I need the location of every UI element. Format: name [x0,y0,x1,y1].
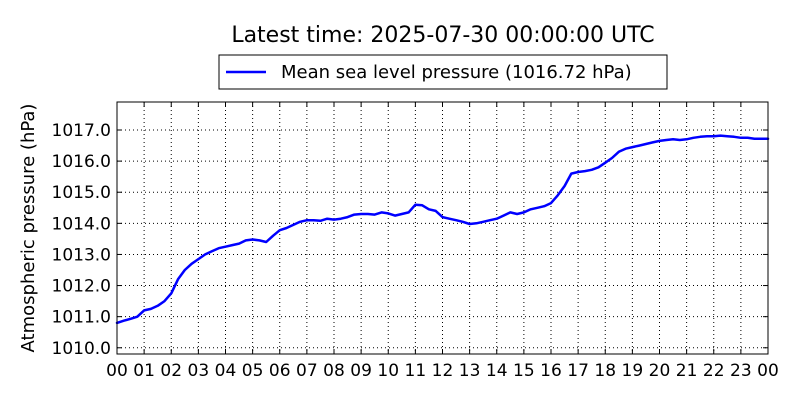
y-tick-label: 1014.0 [52,214,111,234]
pressure-series-line [115,134,770,325]
series-layer [115,134,770,325]
x-tick-label: 12 [432,361,454,381]
y-tick-label: 1017.0 [52,121,111,141]
legend: Mean sea level pressure (1016.72 hPa) [218,54,668,90]
y-tick-label: 1012.0 [52,277,111,297]
x-tick-label: 08 [323,361,345,381]
grid [117,102,768,354]
x-tick-label: 16 [540,361,562,381]
y-tick-label: 1016.0 [52,152,111,172]
ticks: 00 01 02 03 04 05 06 07 08 09 10 11 12 13 14 15 16 17 18 19… [52,102,779,381]
x-tick-label: 15 [513,361,535,381]
x-tick-label: 20 [649,361,671,381]
x-tick-label: 03 [188,361,210,381]
y-tick-label: 1015.0 [52,183,111,203]
x-tick-label: 18 [594,361,616,381]
x-tick-label: 21 [676,361,698,381]
x-tick-label: 11 [405,361,427,381]
x-tick-label: 00 [106,361,128,381]
x-tick-label: 06 [269,361,291,381]
x-tick-label: 14 [486,361,508,381]
x-tick-label: 00 [757,361,779,381]
y-axis-label: Atmospheric pressure (hPa) [18,104,39,353]
x-tick-label: 02 [160,361,182,381]
x-tick-label: 10 [377,361,399,381]
x-tick-label: 04 [215,361,237,381]
y-tick-label: 1013.0 [52,245,111,265]
x-tick-label: 13 [459,361,481,381]
x-tick-label: 05 [242,361,264,381]
x-tick-label: 07 [296,361,318,381]
x-tick-label: 01 [133,361,155,381]
x-tick-label: 19 [622,361,644,381]
y-tick-label: 1011.0 [52,308,111,328]
x-tick-label: 22 [703,361,725,381]
y-tick-label: 1010.0 [52,339,111,359]
chart-title: Latest time: 2025-07-30 00:00:00 UTC [231,23,654,48]
legend-label: Mean sea level pressure (1016.72 hPa) [281,62,632,83]
x-tick-label: 17 [567,361,589,381]
x-tick-label: 23 [730,361,752,381]
x-tick-label: 09 [350,361,372,381]
legend-box [218,54,668,90]
